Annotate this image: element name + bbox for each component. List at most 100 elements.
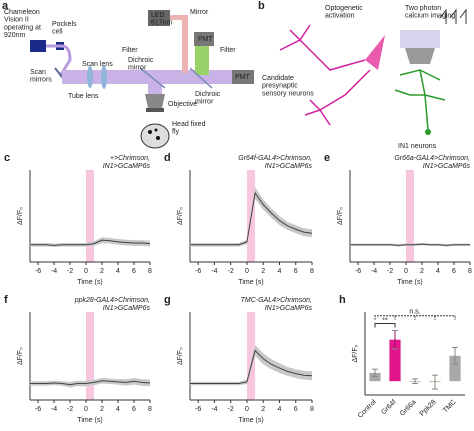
diagram-label: Objective [168, 101, 197, 108]
panel-label: e [324, 152, 330, 164]
beam [148, 84, 162, 94]
diagram-label: Pockels cell [52, 21, 77, 36]
x-tick-label: 4 [116, 268, 120, 275]
chart-title: Gr66a-GAL4>Chrimson, [394, 155, 470, 162]
mean-line [190, 349, 313, 384]
x-axis-label: Time (s) [397, 279, 422, 286]
x-tick-label: 8 [148, 268, 152, 275]
y-axis-label: ΔF/F₀ [352, 344, 359, 362]
x-tick-label: 8 [310, 406, 314, 413]
significance-bracket [374, 323, 396, 328]
y-axis-label: ΔF/F₀ [177, 207, 184, 225]
x-tick-label: 6 [294, 268, 298, 275]
x-tick-label: -4 [51, 268, 57, 275]
annotation: n.s. [409, 309, 420, 316]
diagram-label-line: mirror [195, 99, 214, 106]
bar [389, 339, 401, 382]
laser [30, 40, 46, 52]
diagram-label-line: Vision II [4, 17, 29, 24]
x-tick-label: 4 [278, 406, 282, 413]
annotation: ** [382, 317, 388, 324]
led [148, 10, 170, 26]
panel-label: a [2, 0, 9, 12]
x-tick-label: 6 [452, 268, 456, 275]
x-tick-label: 2 [100, 268, 104, 275]
x-tick-label: -6 [35, 268, 41, 275]
x-tick-label: 8 [468, 268, 472, 275]
x-tick-label: -2 [387, 268, 393, 275]
x-tick-label: 2 [100, 406, 104, 413]
chart-title: Gr64f-GAL4>Chrimson, [238, 155, 312, 162]
x-tick-label: 0 [245, 268, 249, 275]
diagram-label: Optogenetic activation [325, 5, 363, 20]
calcium-traces [439, 8, 467, 24]
chart-subtitle: IN1>GCaMP6s [103, 163, 151, 170]
x-tick-label: Gr64f [380, 399, 397, 416]
panel-label: h [339, 294, 346, 306]
diagram-label-line: calcium imaging [405, 13, 455, 20]
diagram-label: Chameleon Vision II operating at 920nm [4, 9, 41, 39]
x-tick-label: 8 [310, 268, 314, 275]
x-tick-label: 6 [132, 268, 136, 275]
chart-title: +>Chrimson, [110, 155, 150, 162]
fly [154, 128, 158, 132]
in1-soma [425, 129, 431, 135]
diagram-label: Filter [122, 47, 138, 54]
chart-subtitle: IN1>GCaMP6s [423, 163, 471, 170]
x-tick-label: Ppk28 [419, 399, 438, 418]
diagram-label: Scan lens [82, 61, 113, 68]
fly [156, 136, 160, 140]
significance-bracket [374, 315, 456, 320]
x-tick-label: 2 [420, 268, 424, 275]
x-axis-label: Time (s) [77, 417, 102, 424]
imaging-beam [400, 30, 440, 48]
x-tick-label: -4 [51, 406, 57, 413]
scan-lens [87, 66, 93, 88]
x-tick-label: 6 [132, 406, 136, 413]
stimulus-window [86, 170, 94, 262]
neuron-schematic [279, 8, 467, 135]
x-tick-label: 2 [261, 406, 265, 413]
stimulus-window [406, 170, 414, 262]
x-tick-label: 4 [436, 268, 440, 275]
x-tick-label: 8 [148, 406, 152, 413]
diagram-label-line: mirrors [30, 77, 52, 84]
x-tick-label: -6 [35, 406, 41, 413]
x-tick-label: Control [357, 398, 378, 419]
diagram-label-line: cell [52, 29, 63, 36]
fly [148, 130, 152, 134]
x-tick-label: -6 [195, 406, 201, 413]
chart-subtitle: IN1>GCaMP6s [265, 163, 313, 170]
x-tick-label: Gr66a [399, 399, 418, 418]
led-beam [170, 15, 186, 20]
tube-lens [101, 65, 107, 89]
diagram-label-line: Chameleon [4, 9, 40, 16]
x-tick-label: 6 [294, 406, 298, 413]
diagram-label: PMT [198, 36, 214, 43]
x-tick-label: 0 [404, 268, 408, 275]
diagram-label: IN1 neurons [398, 143, 437, 150]
diagram-label-line: Head fixed [172, 121, 206, 128]
bar [449, 355, 461, 382]
x-tick-label: -2 [67, 268, 73, 275]
pmt [232, 70, 254, 84]
chart-subtitle: IN1>GCaMP6s [265, 305, 313, 312]
diagram-label-line: fly [172, 129, 180, 136]
green-beam [195, 45, 209, 75]
x-tick-label: -4 [211, 406, 217, 413]
x-tick-label: 4 [116, 406, 120, 413]
diagram-label-line: activation [325, 13, 355, 20]
fly [140, 123, 170, 149]
diagram-label-line: Optogenetic [325, 5, 363, 12]
diagram-label-line: presynaptic [262, 83, 298, 90]
x-tick-label: -6 [195, 268, 201, 275]
x-axis-label: Time (s) [238, 279, 263, 286]
panel-label: c [4, 152, 10, 164]
x-tick-label: -6 [355, 268, 361, 275]
sensory-neuron [279, 24, 371, 126]
x-axis-label: Time (s) [77, 279, 102, 286]
led-beam [182, 15, 188, 73]
mean-line [30, 380, 151, 386]
x-tick-label: -2 [228, 268, 234, 275]
